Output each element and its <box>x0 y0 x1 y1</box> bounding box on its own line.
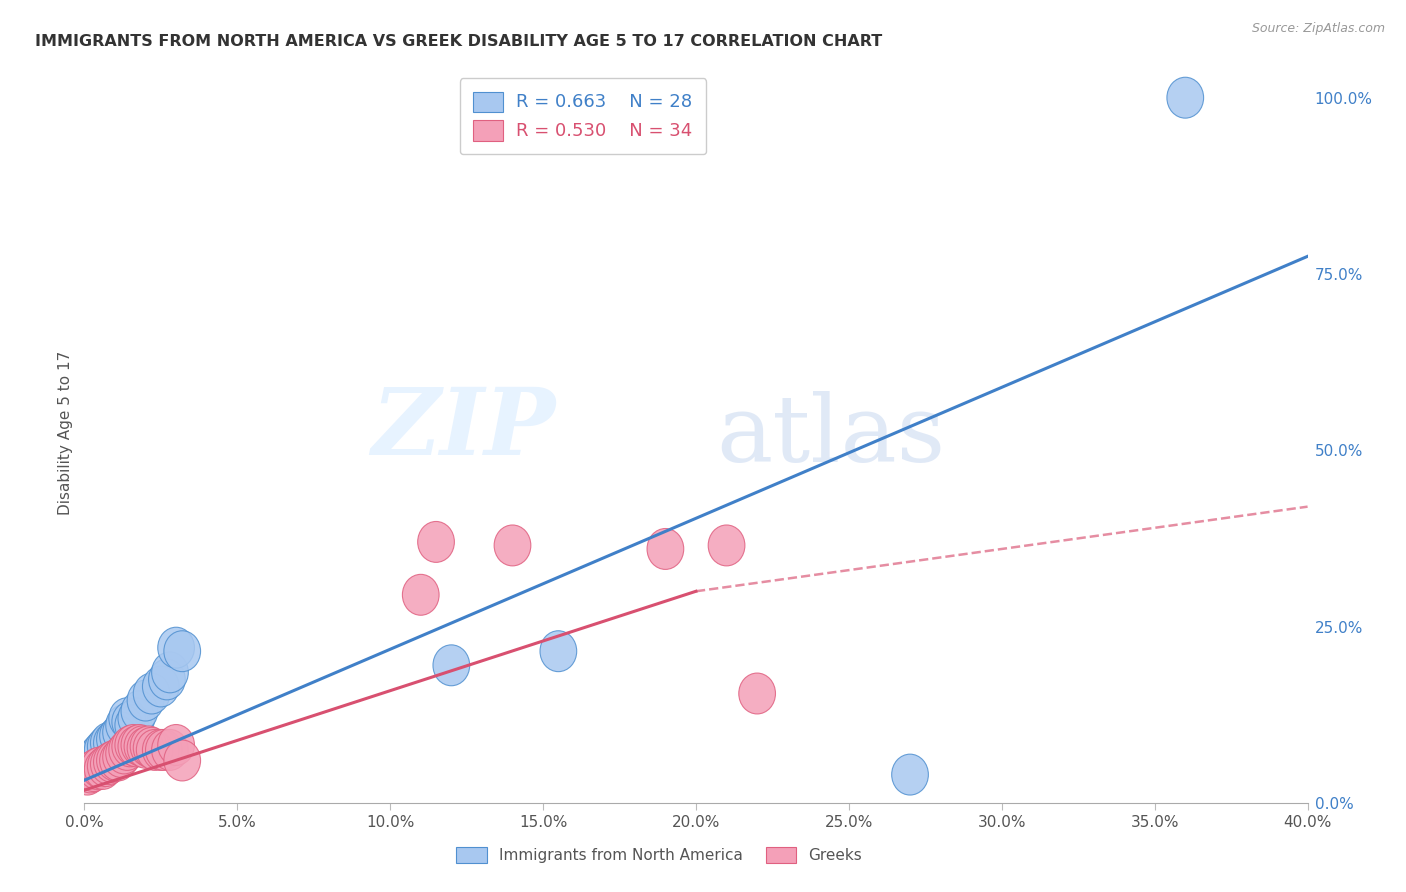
Text: IMMIGRANTS FROM NORTH AMERICA VS GREEK DISABILITY AGE 5 TO 17 CORRELATION CHART: IMMIGRANTS FROM NORTH AMERICA VS GREEK D… <box>35 34 883 49</box>
Text: ZIP: ZIP <box>371 384 555 474</box>
Legend: Immigrants from North America, Greeks: Immigrants from North America, Greeks <box>450 841 869 869</box>
Text: Source: ZipAtlas.com: Source: ZipAtlas.com <box>1251 22 1385 36</box>
Text: atlas: atlas <box>716 392 945 482</box>
Y-axis label: Disability Age 5 to 17: Disability Age 5 to 17 <box>58 351 73 515</box>
